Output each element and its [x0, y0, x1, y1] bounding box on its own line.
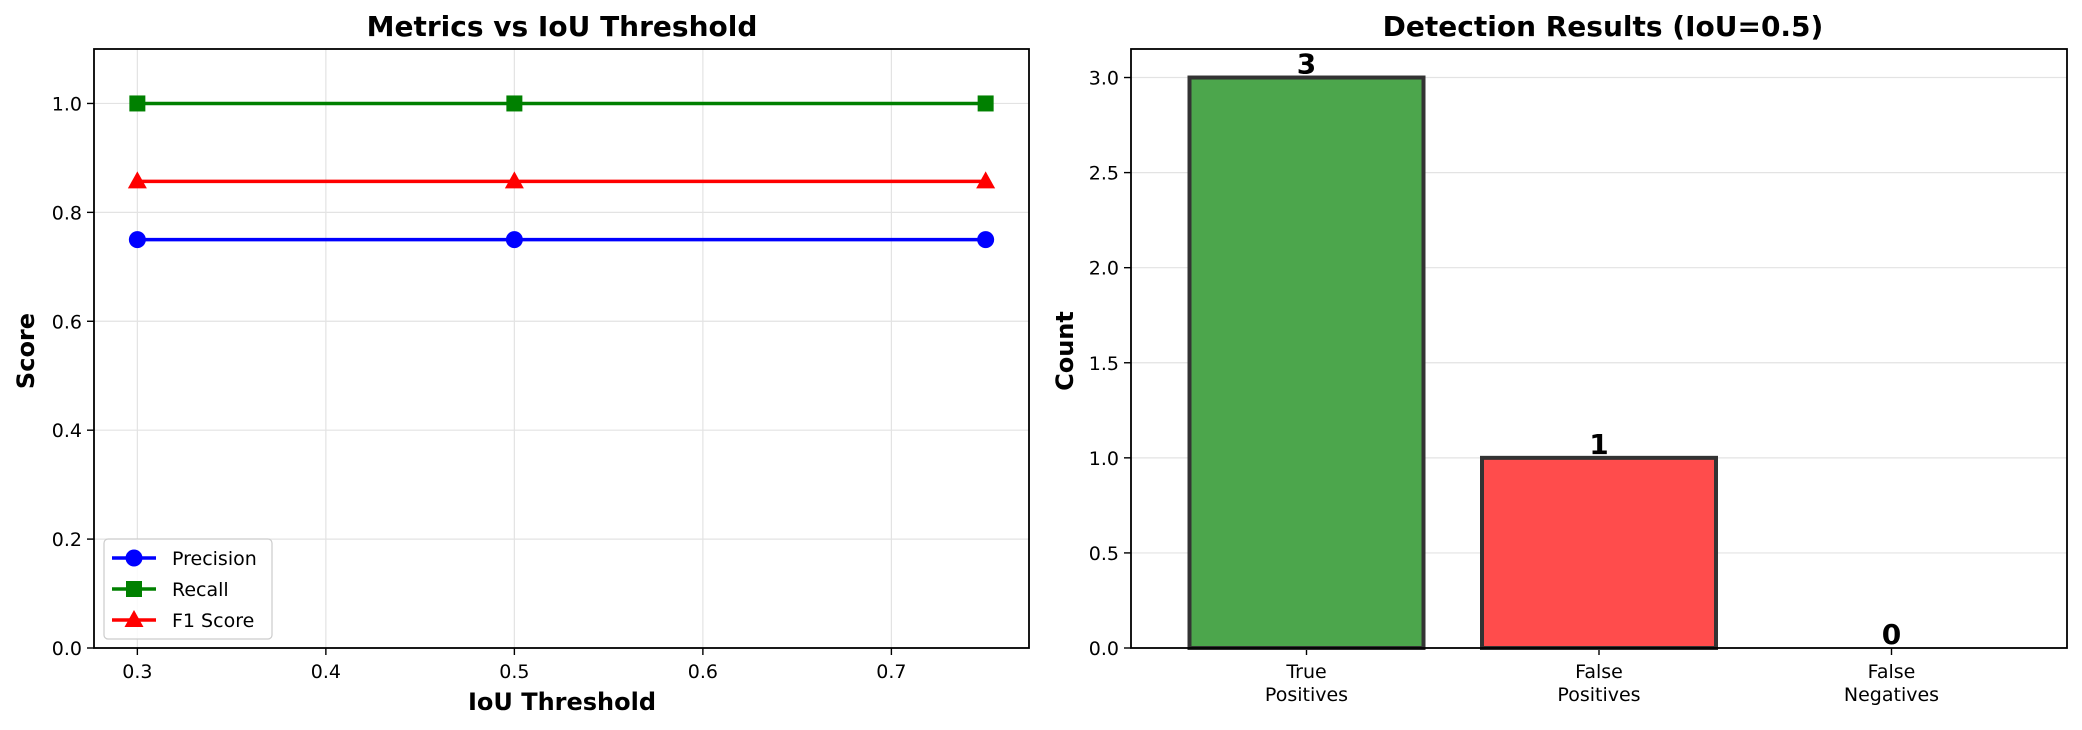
x-tick-label: 0.6	[688, 661, 718, 683]
legend-item-precision: Precision	[112, 548, 257, 570]
y-tick-label: 0.4	[52, 420, 82, 442]
f1-score-point	[504, 171, 524, 189]
legend-label: Precision	[172, 548, 257, 570]
y-tick-label: 0.2	[52, 529, 82, 551]
y-tick-label: 0.0	[1089, 638, 1119, 660]
axis-ticks: 0.0 0.5 1.0 1.5 2.0 2.5 3.0 True Positives False P…	[1089, 68, 1939, 706]
y-tick-label: 1.5	[1089, 353, 1119, 375]
x-tick-label: 0.7	[876, 661, 906, 683]
y-tick-label: 2.5	[1089, 163, 1119, 185]
bars-layer: 3 1 0	[1187, 48, 1901, 651]
axis-ticks: 0.3 0.4 0.5 0.6 0.7 0.0 0.2 0.4 0.6 0.8 1.0	[52, 93, 907, 683]
series-f1-score	[127, 171, 996, 189]
chart-title: Detection Results (IoU=0.5)	[1383, 10, 1824, 43]
series-recall	[129, 95, 994, 112]
y-tick-label: 0.8	[52, 202, 82, 224]
x-tick-label: True Positives	[1265, 661, 1348, 706]
y-axis-label: Count	[1051, 311, 1079, 391]
series-layer	[127, 95, 996, 249]
chart-title: Metrics vs IoU Threshold	[367, 10, 758, 43]
y-tick-label: 2.0	[1089, 258, 1119, 280]
legend-marker	[126, 581, 142, 597]
bar-value-label: 0	[1882, 618, 1901, 651]
metrics-line-chart: Metrics vs IoU Threshold IoU Threshold S…	[12, 10, 1030, 716]
bar-value-label: 3	[1297, 48, 1316, 81]
y-tick-label: 1.0	[52, 93, 82, 115]
y-tick-label: 0.5	[1089, 543, 1119, 565]
precision-point	[128, 231, 146, 249]
x-tick-label: False Negatives	[1844, 661, 1939, 706]
y-axis-label: Score	[12, 313, 40, 389]
recall-point	[506, 95, 523, 112]
legend-marker	[124, 610, 144, 627]
bar-value-label: 1	[1589, 428, 1608, 461]
legend-label: F1 Score	[172, 610, 254, 632]
legend-marker	[125, 549, 143, 567]
y-tick-label: 0.6	[52, 311, 82, 333]
y-tick-label: 1.0	[1089, 448, 1119, 470]
f1-score-point	[976, 171, 996, 189]
precision-point	[505, 231, 523, 249]
precision-point	[977, 231, 995, 249]
legend-item-f1-score: F1 Score	[112, 610, 254, 632]
x-tick-label: 0.3	[122, 661, 152, 683]
legend-label: Recall	[172, 579, 229, 601]
recall-point	[129, 95, 146, 112]
x-tick-label: 0.5	[499, 661, 529, 683]
y-tick-label: 3.0	[1089, 68, 1119, 90]
legend: Precision Recall F1 Score	[103, 538, 273, 640]
f1-score-point	[127, 171, 147, 189]
legend-item-recall: Recall	[112, 579, 229, 601]
legend-box	[103, 538, 273, 640]
y-tick-label: 0.0	[52, 638, 82, 660]
series-precision	[128, 231, 995, 249]
plot-frame	[1130, 48, 2068, 649]
bar	[1480, 455, 1718, 651]
x-tick-label: 0.4	[311, 661, 341, 683]
bar	[1187, 75, 1426, 651]
plot-frame	[93, 48, 1030, 649]
detection-bar-chart: Detection Results (IoU=0.5) Count 0.0 0.5…	[1051, 10, 2068, 706]
x-tick-label: False Positives	[1557, 661, 1640, 706]
x-axis-label: IoU Threshold	[468, 688, 656, 716]
recall-point	[977, 95, 994, 112]
